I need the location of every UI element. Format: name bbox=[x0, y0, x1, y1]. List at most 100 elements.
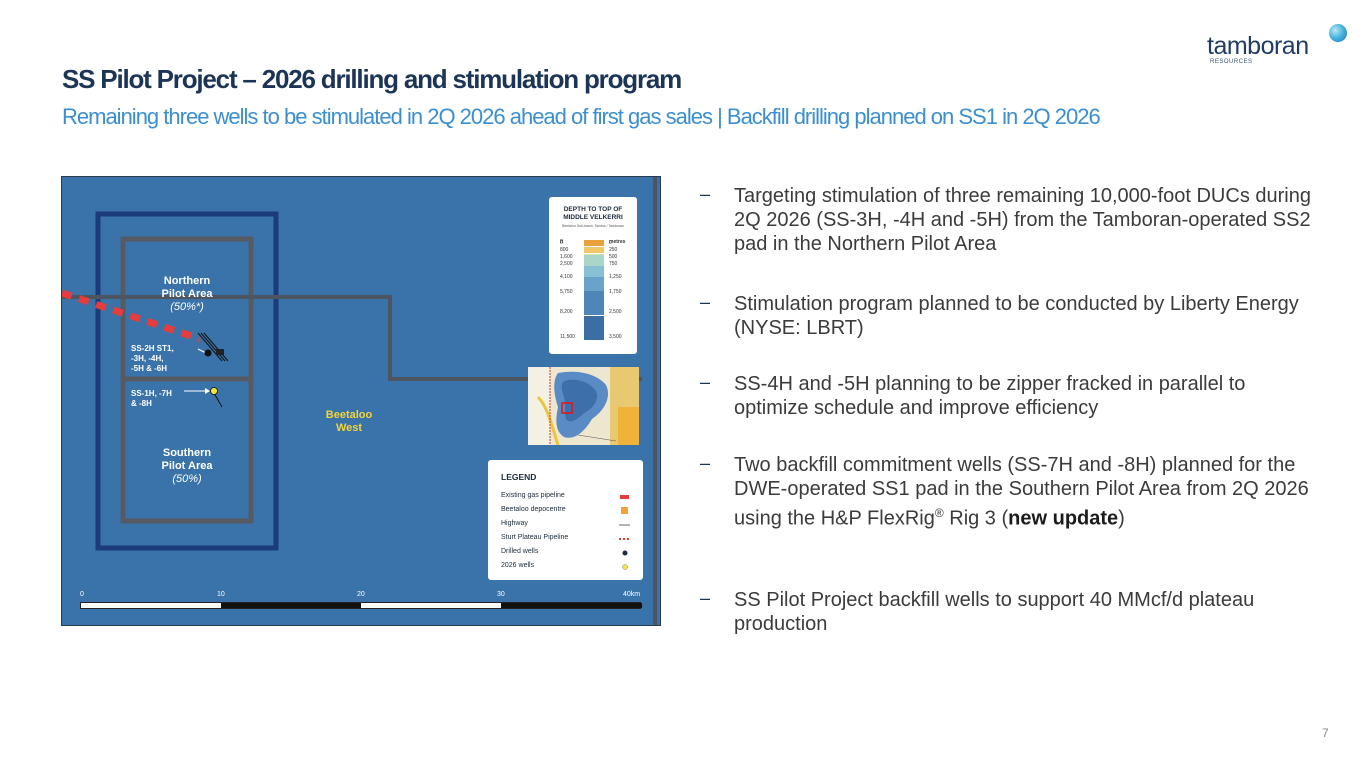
depth-legend-row: 800 250 bbox=[549, 247, 637, 253]
bullet-text: Two backfill commitment wells (SS-7H and… bbox=[734, 454, 1309, 530]
depth-legend-row: 2,500 750 bbox=[549, 255, 637, 267]
arrow-head-2 bbox=[205, 388, 210, 394]
legend-item: Beetaloo depocentre bbox=[501, 506, 636, 516]
legend-title: LEGEND bbox=[501, 472, 537, 482]
depth-m-value: 3,500 bbox=[609, 334, 622, 340]
southern-pilot-area-outline bbox=[120, 376, 254, 524]
depth-color-swatch bbox=[584, 240, 604, 246]
bullet-dash: – bbox=[700, 453, 711, 473]
depth-ft-value: 2,500 bbox=[560, 261, 573, 267]
legend-item-label: Highway bbox=[501, 520, 528, 527]
legend-item: Existing gas pipeline bbox=[501, 492, 636, 502]
depth-m-value: 1,250 bbox=[609, 274, 622, 280]
well-trajectory bbox=[200, 332, 226, 362]
northern-pilot-area-label: Northern Pilot Area (50%*) bbox=[161, 275, 213, 313]
well-trajectory bbox=[203, 332, 229, 362]
legend-item: 2026 wells bbox=[501, 562, 636, 572]
well-group-ss1-label: SS-1H, -7H & -8H bbox=[131, 389, 172, 408]
depth-ft-value: 4,100 bbox=[560, 274, 573, 280]
registered-mark: ® bbox=[934, 506, 944, 520]
inset-map-graphics bbox=[528, 367, 639, 445]
legend-item-label: Drilled wells bbox=[501, 548, 539, 555]
thin-line-icon bbox=[618, 520, 632, 530]
depth-legend-row: 11,500 3,500 bbox=[549, 316, 637, 340]
drilled-well-dot bbox=[204, 349, 212, 357]
new-well-dot bbox=[210, 387, 218, 395]
depth-ft-value: 8,200 bbox=[560, 309, 573, 315]
bullet-text: SS-4H and -5H planning to be zipper frac… bbox=[734, 373, 1246, 419]
rig-icon bbox=[216, 349, 224, 355]
depth-m-value: 1,750 bbox=[609, 289, 622, 295]
depth-ft-value: 0 bbox=[560, 240, 563, 246]
well-group-ss2-label: SS-2H ST1, -3H, -4H, -5H & -6H bbox=[131, 344, 174, 373]
orange-square-icon bbox=[618, 506, 632, 516]
scale-label: 40km bbox=[623, 591, 641, 598]
legend-item-label: Existing gas pipeline bbox=[501, 492, 565, 499]
scale-label: 0 bbox=[80, 591, 84, 598]
location-inset-map bbox=[528, 367, 639, 445]
well-trajectory bbox=[197, 332, 223, 362]
depth-ft-value: 11,500 bbox=[560, 334, 575, 340]
map-legend: LEGEND Existing gas pipeline Beetaloo dep… bbox=[488, 460, 643, 580]
scale-label: 10 bbox=[217, 591, 225, 598]
depth-ft-value: 5,750 bbox=[560, 289, 573, 295]
logo-globe-icon bbox=[1329, 24, 1347, 42]
new-update-highlight: new update bbox=[1008, 507, 1119, 530]
depth-legend-subtitle: Beetaloo Sub-basin, Santos / Tamboran bbox=[562, 224, 624, 228]
bullet-text: SS Pilot Project backfill wells to suppo… bbox=[734, 589, 1255, 635]
legend-item-label: 2026 wells bbox=[501, 562, 535, 569]
depth-ft-value: 1,600 bbox=[560, 254, 573, 260]
legend-item-label: Beetaloo depocentre bbox=[501, 506, 566, 513]
depth-color-swatch bbox=[584, 277, 604, 295]
map-graphics bbox=[62, 177, 657, 625]
legend-item-label: Sturt Plateau Pipeline bbox=[501, 534, 569, 541]
navy-dot-icon bbox=[618, 548, 632, 558]
depth-color-swatch bbox=[584, 316, 604, 340]
slide-title: SS Pilot Project – 2026 drilling and sti… bbox=[62, 64, 682, 94]
well-trajectory bbox=[213, 392, 223, 408]
depth-legend: DEPTH TO TOP OF MIDDLE VELKERRI Beetaloo… bbox=[549, 197, 637, 354]
depth-legend-row: 4,100 1,250 bbox=[549, 266, 637, 280]
logo-wordmark: tamboran bbox=[1207, 32, 1309, 60]
depth-m-value: 750 bbox=[609, 261, 618, 267]
depth-m-value: 0 bbox=[609, 240, 612, 246]
depth-ft-value: 800 bbox=[560, 247, 569, 253]
logo-subtext: RESOURCES bbox=[1210, 59, 1253, 65]
depth-legend-title: DEPTH TO TOP OF MIDDLE VELKERRI bbox=[563, 206, 623, 221]
scale-label: 20 bbox=[357, 591, 365, 598]
depth-m-value: 500 bbox=[609, 254, 618, 260]
depth-color-swatch bbox=[584, 266, 604, 280]
beetaloo-west-label: Beetaloo West bbox=[325, 409, 373, 434]
depth-ft-header: ft bbox=[560, 239, 564, 245]
southern-pilot-area-label: Southern Pilot Area (50%) bbox=[161, 447, 213, 485]
bullet-text: Stimulation program planned to be conduc… bbox=[734, 293, 1299, 339]
slide-subtitle: Remaining three wells to be stimulated i… bbox=[62, 104, 1101, 129]
legend-item: Drilled wells bbox=[501, 548, 636, 558]
red-line-icon bbox=[618, 492, 632, 502]
depth-color-swatch bbox=[584, 291, 604, 315]
permit-boundary bbox=[95, 211, 279, 551]
bullet-text: Targeting stimulation of three remaining… bbox=[734, 185, 1311, 255]
yellow-dot-icon bbox=[618, 562, 632, 572]
depth-m-value: 250 bbox=[609, 247, 618, 253]
scale-bar bbox=[80, 602, 642, 609]
depth-m-header: metres bbox=[609, 239, 626, 245]
depth-legend-row: 5,750 1,750 bbox=[549, 277, 637, 295]
dashed-red-line-icon bbox=[618, 534, 632, 544]
bullet-dash: – bbox=[700, 372, 711, 392]
bullet-dash: – bbox=[700, 184, 711, 204]
depth-m-value: 2,500 bbox=[609, 309, 622, 315]
block-boundary-line bbox=[62, 295, 642, 381]
depth-legend-row: 8,200 2,500 bbox=[549, 291, 637, 315]
bullet-dash: – bbox=[700, 292, 711, 312]
legend-item: Highway bbox=[501, 520, 636, 530]
sturt-plateau-pipeline bbox=[62, 289, 202, 343]
depth-color-swatch bbox=[584, 247, 604, 253]
pilot-project-map: Northern Pilot Area (50%*) Southern Pilo… bbox=[61, 176, 661, 626]
page-number: 7 bbox=[1322, 726, 1329, 740]
company-logo: tamboran RESOURCES bbox=[1207, 24, 1357, 68]
scale-label: 30 bbox=[497, 591, 505, 598]
bullet-dash: – bbox=[700, 588, 711, 608]
legend-item: Sturt Plateau Pipeline bbox=[501, 534, 636, 544]
